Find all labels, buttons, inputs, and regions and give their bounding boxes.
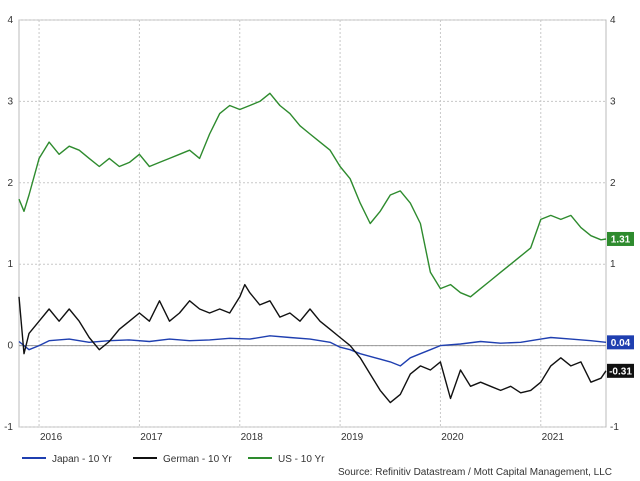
y-tick-label: 4 bbox=[7, 15, 13, 26]
y-tick-label: 3 bbox=[610, 96, 616, 107]
y-tick-label: 4 bbox=[610, 15, 616, 26]
x-tick-label: 2017 bbox=[140, 432, 163, 443]
legend: Japan - 10 Yr German - 10 Yr US - 10 Yr bbox=[22, 454, 325, 465]
end-label-box bbox=[607, 335, 634, 350]
y-tick-label: 3 bbox=[7, 96, 13, 107]
y-tick-label: 2 bbox=[7, 178, 13, 189]
y-tick-label: 0 bbox=[7, 341, 13, 352]
y-tick-label: 1 bbox=[7, 259, 13, 270]
series-line bbox=[18, 283, 607, 404]
watermark: 头条 @英为财情Investing bbox=[468, 449, 640, 467]
plot-area bbox=[18, 19, 607, 428]
legend-label: US - 10 Yr bbox=[278, 454, 325, 465]
x-tick-label: 2020 bbox=[441, 432, 464, 443]
x-tick-label: 2021 bbox=[542, 432, 565, 443]
y-tick-label: -1 bbox=[4, 422, 13, 433]
y-axis-left: -1 0 1 2 3 4 bbox=[4, 15, 13, 433]
y-tick-label: 1 bbox=[610, 259, 616, 270]
series-group bbox=[18, 92, 607, 404]
legend-label: Japan - 10 Yr bbox=[52, 454, 113, 465]
end-label-value: 1.31 bbox=[611, 234, 631, 245]
legend-label: German - 10 Yr bbox=[163, 454, 232, 465]
x-tick-label: 2018 bbox=[241, 432, 264, 443]
series-line bbox=[18, 92, 607, 298]
source-note: Source: Refinitiv Datastream / Mott Capi… bbox=[338, 467, 612, 478]
x-tick-label: 2016 bbox=[40, 432, 63, 443]
end-label-value: 0.04 bbox=[611, 338, 631, 349]
end-labels: 0.04 -0.31 1.31 bbox=[607, 231, 634, 378]
end-label-box bbox=[607, 363, 634, 378]
y-tick-label: -1 bbox=[610, 422, 619, 433]
x-axis: 2016 2017 2018 2019 2020 2021 bbox=[40, 432, 564, 443]
end-label-box bbox=[607, 231, 634, 246]
end-label-value: -0.31 bbox=[609, 366, 632, 377]
x-tick-label: 2019 bbox=[341, 432, 364, 443]
y-tick-label: 2 bbox=[610, 178, 616, 189]
